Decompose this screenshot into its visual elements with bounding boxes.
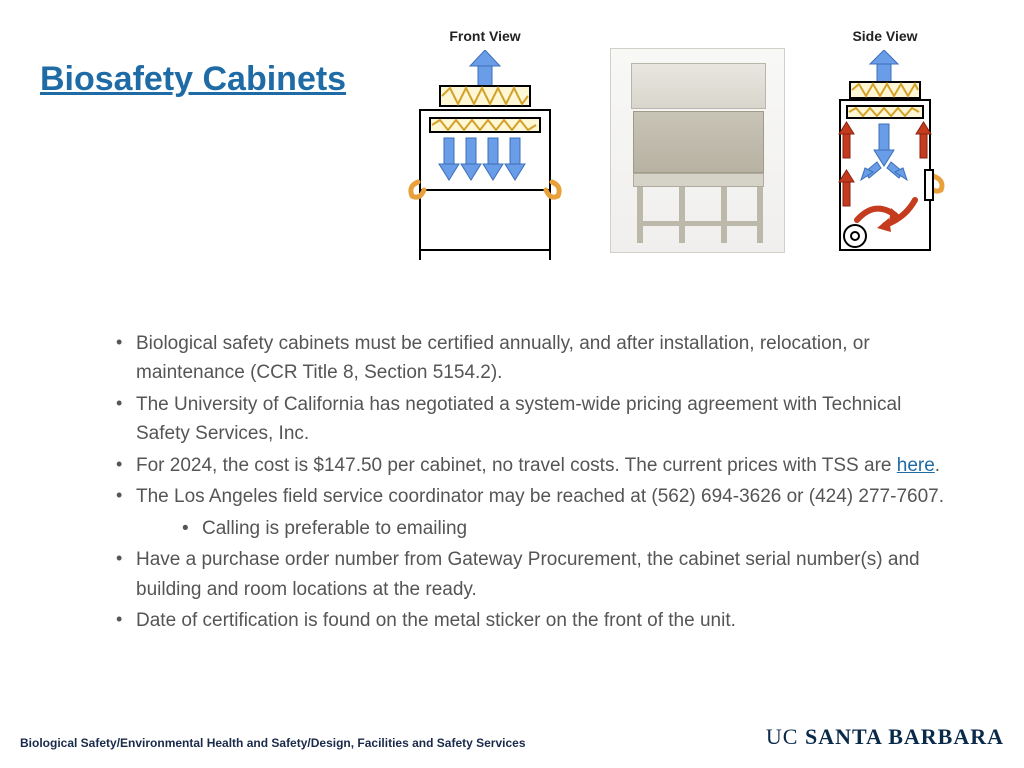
- diagrams-row: Front View: [400, 28, 945, 265]
- cabinet-photo-block: [610, 28, 785, 253]
- bullet-item: Biological safety cabinets must be certi…: [110, 329, 944, 388]
- slide: Biosafety Cabinets Front View: [0, 0, 1024, 768]
- pricing-link[interactable]: here: [897, 455, 935, 476]
- front-view-block: Front View: [400, 28, 570, 265]
- bullet-item: For 2024, the cost is $147.50 per cabine…: [110, 451, 944, 480]
- cabinet-photo: [610, 48, 785, 253]
- footer: Biological Safety/Environmental Health a…: [20, 724, 1004, 750]
- bullet-list: Biological safety cabinets must be certi…: [40, 329, 984, 635]
- side-view-label: Side View: [825, 28, 945, 44]
- footer-dept: Biological Safety/Environmental Health a…: [20, 736, 526, 750]
- bullet-item: Have a purchase order number from Gatewa…: [110, 545, 944, 604]
- bullet-item: The University of California has negotia…: [110, 390, 944, 449]
- bullet-item: Date of certification is found on the me…: [110, 606, 944, 635]
- side-view-diagram: [825, 50, 945, 260]
- front-view-diagram: [400, 50, 570, 260]
- sub-bullet-item: Calling is preferable to emailing: [176, 514, 944, 543]
- side-view-block: Side View: [825, 28, 945, 265]
- bullet-item: The Los Angeles field service coordinato…: [110, 482, 944, 543]
- front-view-label: Front View: [400, 28, 570, 44]
- footer-logo: UC SANTA BARBARA: [766, 724, 1004, 750]
